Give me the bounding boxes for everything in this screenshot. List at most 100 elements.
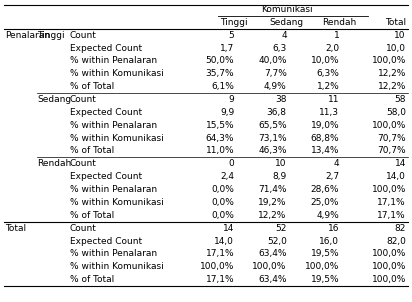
Text: 36,8: 36,8 <box>267 108 287 117</box>
Text: 25,0%: 25,0% <box>311 198 339 207</box>
Text: 4,9%: 4,9% <box>316 211 339 220</box>
Text: 19,5%: 19,5% <box>311 249 339 259</box>
Text: Expected Count: Expected Count <box>70 43 142 53</box>
Text: 100,0%: 100,0% <box>372 262 406 271</box>
Text: 16: 16 <box>328 224 339 233</box>
Text: 100,0%: 100,0% <box>372 56 406 66</box>
Text: 0: 0 <box>229 159 234 169</box>
Text: 68,8%: 68,8% <box>311 133 339 143</box>
Text: 10: 10 <box>394 31 406 40</box>
Text: 7,7%: 7,7% <box>264 69 287 78</box>
Text: % within Komunikasi: % within Komunikasi <box>70 262 163 271</box>
Text: 11,3: 11,3 <box>319 108 339 117</box>
Text: % of Total: % of Total <box>70 82 114 91</box>
Text: 14,0: 14,0 <box>386 172 406 181</box>
Text: 58,0: 58,0 <box>386 108 406 117</box>
Text: 63,4%: 63,4% <box>258 275 287 284</box>
Text: 5: 5 <box>229 31 234 40</box>
Text: Expected Count: Expected Count <box>70 236 142 246</box>
Text: 100,0%: 100,0% <box>372 275 406 284</box>
Text: Expected Count: Expected Count <box>70 172 142 181</box>
Text: 11: 11 <box>328 95 339 104</box>
Text: % within Penalaran: % within Penalaran <box>70 185 157 194</box>
Text: 64,3%: 64,3% <box>206 133 234 143</box>
Text: 17,1%: 17,1% <box>206 275 234 284</box>
Text: 10,0: 10,0 <box>386 43 406 53</box>
Text: 38: 38 <box>275 95 287 104</box>
Text: Rendah: Rendah <box>37 159 71 169</box>
Text: 17,1%: 17,1% <box>377 211 406 220</box>
Text: 35,7%: 35,7% <box>206 69 234 78</box>
Text: % within Komunikasi: % within Komunikasi <box>70 198 163 207</box>
Text: 2,4: 2,4 <box>220 172 234 181</box>
Text: 12,2%: 12,2% <box>377 69 406 78</box>
Text: 12,2%: 12,2% <box>258 211 287 220</box>
Text: Rendah: Rendah <box>322 18 356 27</box>
Text: 16,0: 16,0 <box>319 236 339 246</box>
Text: 1,7: 1,7 <box>220 43 234 53</box>
Text: Tinggi: Tinggi <box>220 18 248 27</box>
Text: % of Total: % of Total <box>70 275 114 284</box>
Text: 10: 10 <box>275 159 287 169</box>
Text: 28,6%: 28,6% <box>311 185 339 194</box>
Text: 0,0%: 0,0% <box>211 211 234 220</box>
Text: 4: 4 <box>334 159 339 169</box>
Text: 19,2%: 19,2% <box>258 198 287 207</box>
Text: % within Komunikasi: % within Komunikasi <box>70 133 163 143</box>
Text: 4,9%: 4,9% <box>264 82 287 91</box>
Text: 9: 9 <box>229 95 234 104</box>
Text: Sedang: Sedang <box>270 18 304 27</box>
Text: 2,7: 2,7 <box>325 172 339 181</box>
Text: 8,9: 8,9 <box>272 172 287 181</box>
Text: Sedang: Sedang <box>37 95 71 104</box>
Text: % of Total: % of Total <box>70 211 114 220</box>
Text: 9,9: 9,9 <box>220 108 234 117</box>
Text: 14,0: 14,0 <box>214 236 234 246</box>
Text: 1: 1 <box>333 31 339 40</box>
Text: Tinggi: Tinggi <box>37 31 65 40</box>
Text: % within Komunikasi: % within Komunikasi <box>70 69 163 78</box>
Text: 63,4%: 63,4% <box>258 249 287 259</box>
Text: 82: 82 <box>394 224 406 233</box>
Text: 6,3%: 6,3% <box>316 69 339 78</box>
Text: Penalaran: Penalaran <box>5 31 50 40</box>
Text: 1,2%: 1,2% <box>316 82 339 91</box>
Text: 73,1%: 73,1% <box>258 133 287 143</box>
Text: 6,1%: 6,1% <box>211 82 234 91</box>
Text: 100,0%: 100,0% <box>305 262 339 271</box>
Text: Count: Count <box>70 95 96 104</box>
Text: 19,5%: 19,5% <box>311 275 339 284</box>
Text: 100,0%: 100,0% <box>372 185 406 194</box>
Text: 14: 14 <box>394 159 406 169</box>
Text: Count: Count <box>70 31 96 40</box>
Text: 100,0%: 100,0% <box>200 262 234 271</box>
Text: 52,0: 52,0 <box>267 236 287 246</box>
Text: 71,4%: 71,4% <box>258 185 287 194</box>
Text: Total: Total <box>5 224 26 233</box>
Text: 14: 14 <box>223 224 234 233</box>
Text: 11,0%: 11,0% <box>206 146 234 156</box>
Text: 10,0%: 10,0% <box>311 56 339 66</box>
Text: 17,1%: 17,1% <box>377 198 406 207</box>
Text: 15,5%: 15,5% <box>206 121 234 130</box>
Text: 6,3: 6,3 <box>272 43 287 53</box>
Text: Count: Count <box>70 224 96 233</box>
Text: 70,7%: 70,7% <box>377 146 406 156</box>
Text: 17,1%: 17,1% <box>206 249 234 259</box>
Text: % within Penalaran: % within Penalaran <box>70 56 157 66</box>
Text: Expected Count: Expected Count <box>70 108 142 117</box>
Text: 12,2%: 12,2% <box>377 82 406 91</box>
Text: 46,3%: 46,3% <box>258 146 287 156</box>
Text: 100,0%: 100,0% <box>372 121 406 130</box>
Text: 0,0%: 0,0% <box>211 185 234 194</box>
Text: 58: 58 <box>394 95 406 104</box>
Text: % within Penalaran: % within Penalaran <box>70 249 157 259</box>
Text: 19,0%: 19,0% <box>311 121 339 130</box>
Text: 13,4%: 13,4% <box>311 146 339 156</box>
Text: 2,0: 2,0 <box>325 43 339 53</box>
Text: % within Penalaran: % within Penalaran <box>70 121 157 130</box>
Text: 100,0%: 100,0% <box>253 262 287 271</box>
Text: 40,0%: 40,0% <box>258 56 287 66</box>
Text: 100,0%: 100,0% <box>372 249 406 259</box>
Text: 4: 4 <box>281 31 287 40</box>
